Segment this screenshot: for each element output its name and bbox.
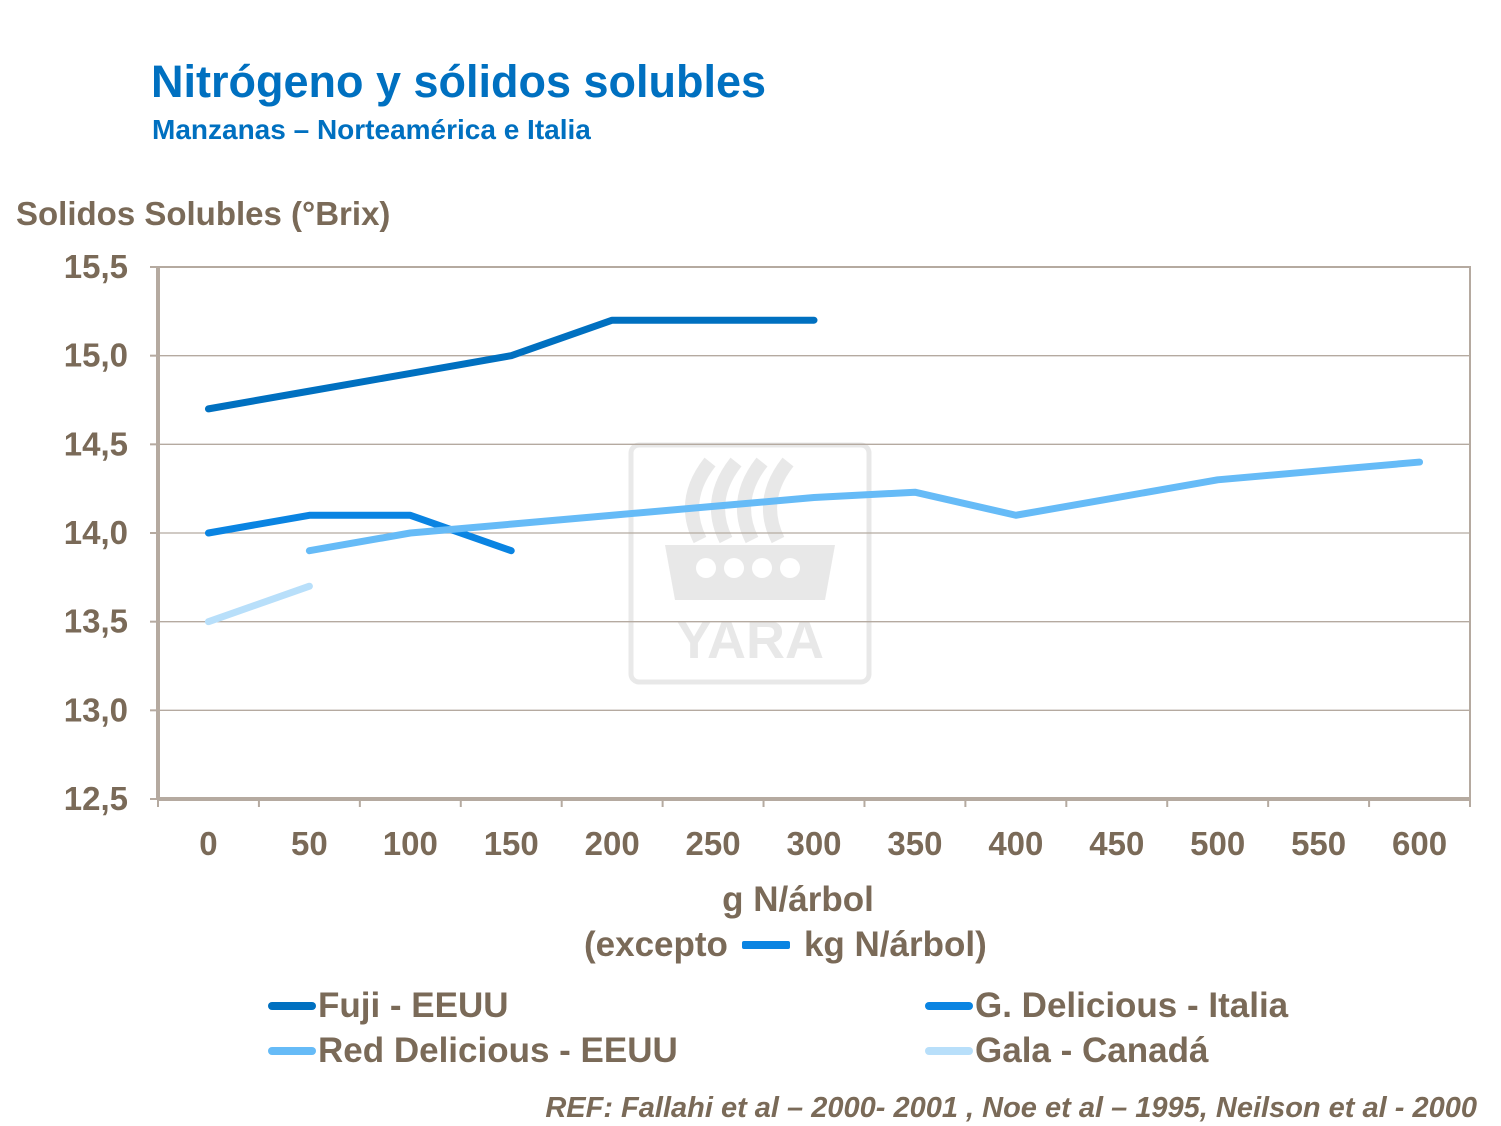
watermark-frame xyxy=(628,442,872,685)
chart-subtitle: Manzanas – Norteamérica e Italia xyxy=(152,114,591,145)
watermark-ship xyxy=(665,545,835,600)
watermark-wave xyxy=(711,457,742,544)
watermark-shield xyxy=(724,558,744,578)
watermark-shield xyxy=(752,558,772,578)
legend-item-g-delicious: G. Delicious - Italia xyxy=(925,986,1288,1026)
y-tick-label: 14,5 xyxy=(64,425,128,462)
x-tick-label: 400 xyxy=(988,825,1043,862)
yara-logo-watermark: YARA xyxy=(628,442,872,685)
legend-label: G. Delicious - Italia xyxy=(975,986,1289,1025)
y-tick-label: 12,5 xyxy=(64,780,128,817)
legend-item-gala: Gala - Canadá xyxy=(925,1031,1208,1071)
y-tick-label: 13,5 xyxy=(64,603,128,640)
x-tick-label: 300 xyxy=(786,825,841,862)
series-line-red-delicious-eeuu xyxy=(305,458,1424,555)
legend-label: Red Delicious - EEUU xyxy=(318,1031,678,1070)
legend-swatch xyxy=(925,1002,973,1010)
series-line-gala-canad- xyxy=(204,582,313,626)
legend-label: Gala - Canadá xyxy=(975,1031,1209,1070)
chart-title: Nitrógeno y sólidos solubles xyxy=(151,56,767,107)
watermark-text: YARA xyxy=(676,610,824,670)
legend-label: Fuji - EEUU xyxy=(318,986,509,1025)
x-tick-label: 100 xyxy=(383,825,438,862)
series-line-g-delicious-italia xyxy=(204,511,515,555)
x-tick-label: 350 xyxy=(887,825,942,862)
x-axis-label: g N/árbol xyxy=(722,880,874,919)
x-tick-label: 150 xyxy=(484,825,539,862)
legend-item-red-delicious: Red Delicious - EEUU xyxy=(268,1031,678,1071)
x-tick-label: 550 xyxy=(1291,825,1346,862)
legend-swatch xyxy=(268,1047,316,1055)
legend-swatch xyxy=(268,1002,316,1010)
x-axis-note-b: kg N/árbol) xyxy=(803,925,987,964)
y-tick-label: 14,0 xyxy=(64,514,128,551)
x-tick-label: 500 xyxy=(1190,825,1245,862)
x-tick-label: 0 xyxy=(199,825,217,862)
y-tick-label: 15,5 xyxy=(64,248,128,285)
watermark-shield xyxy=(696,558,716,578)
legend-swatch xyxy=(925,1047,973,1055)
watermark-shield xyxy=(780,558,800,578)
watermark-wave xyxy=(685,457,716,544)
y-axis-label: Solidos Solubles (°Brix) xyxy=(16,195,391,232)
y-tick-label: 15,0 xyxy=(64,337,128,374)
x-axis-note-a: (excepto xyxy=(584,925,728,964)
x-tick-label: 600 xyxy=(1392,825,1447,862)
y-tick-label: 13,0 xyxy=(64,691,128,728)
x-axis-label-note: (excepto kg N/árbol) xyxy=(584,925,987,965)
x-tick-label: 200 xyxy=(585,825,640,862)
kg-series-swatch xyxy=(741,941,790,949)
x-tick-label: 50 xyxy=(291,825,328,862)
legend-item-fuji: Fuji - EEUU xyxy=(268,986,509,1026)
reference-note: REF: Fallahi et al – 2000- 2001 , Noe et… xyxy=(545,1092,1477,1124)
x-tick-label: 250 xyxy=(686,825,741,862)
x-tick-label: 450 xyxy=(1089,825,1144,862)
series-line-fuji-eeuu xyxy=(204,316,818,413)
